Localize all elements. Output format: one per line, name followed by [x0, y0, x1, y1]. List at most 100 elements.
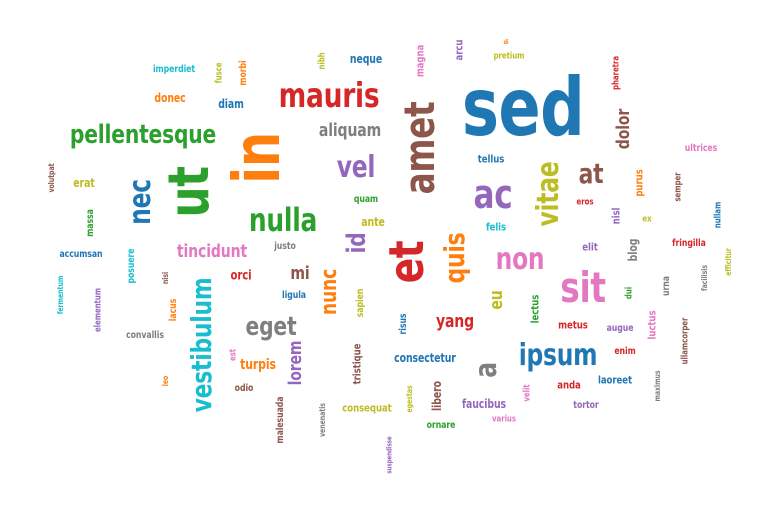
word-risus: risus: [398, 313, 409, 335]
word-erat: erat: [73, 176, 95, 190]
word-ornare: ornare: [426, 420, 456, 431]
word-varius: varius: [492, 414, 516, 425]
word-arcu: arcu: [452, 39, 466, 61]
word-eu: eu: [486, 290, 507, 310]
word-tincidunt: tincidunt: [176, 241, 248, 262]
word-ex: ex: [642, 214, 652, 225]
word-consectetur: consectetur: [394, 351, 456, 365]
word-luctus: luctus: [645, 310, 659, 340]
word-orci: orci: [230, 268, 252, 284]
word-sed: sed: [461, 61, 585, 154]
word-quam: quam: [353, 194, 379, 205]
word-lorem: lorem: [285, 340, 306, 386]
word-laoreet: laoreet: [597, 373, 633, 387]
word-posuere: posuere: [126, 248, 137, 284]
word-nulla: nulla: [248, 201, 318, 239]
word-a: a: [469, 362, 504, 378]
word-elit: elit: [582, 240, 598, 254]
word-lacus: lacus: [168, 298, 179, 322]
word-magna: magna: [413, 44, 427, 78]
word-dolor: dolor: [613, 108, 634, 150]
word-anda: anda: [557, 378, 581, 392]
word-at: at: [578, 157, 604, 190]
word-di: di: [503, 39, 509, 46]
word-tortor: tortor: [573, 400, 599, 411]
word-diam: diam: [218, 97, 244, 111]
word-ac: ac: [473, 172, 513, 218]
word-dui: dui: [624, 286, 635, 300]
word-fusce: fusce: [214, 62, 225, 84]
word-id: id: [342, 232, 372, 254]
word-semper: semper: [673, 172, 684, 202]
word-nisi: nisi: [161, 271, 170, 285]
word-odio: odio: [234, 383, 254, 394]
word-urna: urna: [661, 276, 672, 296]
word-libero: libero: [430, 381, 444, 411]
word-tellus: tellus: [477, 152, 505, 166]
word-morbi: morbi: [238, 60, 249, 86]
word-in: in: [221, 132, 295, 184]
word-mi: mi: [290, 263, 310, 284]
word-vel: vel: [336, 150, 376, 185]
word-massa: massa: [85, 209, 96, 237]
word-imperdiet: imperdiet: [152, 64, 196, 75]
word-nunc: nunc: [317, 268, 342, 316]
word-volutpat: volutpat: [47, 163, 56, 193]
word-convallis: convallis: [126, 330, 164, 341]
word-pharetra: pharetra: [611, 56, 622, 90]
word-blog: blog: [626, 238, 640, 262]
word-fringilla: fringilla: [672, 238, 706, 249]
word-facilisis: facilisis: [700, 264, 709, 292]
word-tristique: tristique: [350, 343, 364, 385]
word-et: et: [379, 240, 435, 284]
word-lectus: lectus: [528, 294, 542, 324]
word-suspendisse: suspendisse: [385, 436, 394, 474]
word-nisl: nisl: [609, 207, 623, 225]
word-eget: eget: [245, 312, 297, 342]
word-pretium: pretium: [493, 51, 525, 62]
word-justo: justo: [274, 241, 296, 252]
word-ipsum: ipsum: [518, 338, 598, 373]
word-ligula: ligula: [282, 290, 306, 301]
word-neque: neque: [349, 52, 383, 66]
word-nullam: nullam: [713, 201, 724, 229]
word-ullamcorper: ullamcorper: [680, 317, 691, 365]
word-pellentesque: pellentesque: [69, 120, 217, 150]
word-vitae: vitae: [531, 161, 566, 227]
word-felis: felis: [485, 220, 507, 234]
word-yang: yang: [435, 311, 475, 332]
word-efficitur: efficitur: [724, 248, 733, 276]
word-sapien: sapien: [355, 288, 366, 318]
word-venenatis: venenatis: [318, 403, 327, 437]
word-turpis: turpis: [240, 357, 276, 373]
word-eros: eros: [576, 197, 594, 208]
word-leo: leo: [161, 375, 170, 387]
word-faucibus: faucibus: [462, 397, 506, 411]
word-augue: augue: [606, 323, 634, 334]
word-nec: nec: [123, 179, 158, 225]
word-malesuada: malesuada: [275, 396, 286, 444]
word-metus: metus: [558, 318, 588, 332]
word-consequat: consequat: [342, 401, 392, 415]
word-velit: velit: [522, 384, 533, 402]
word-ante: ante: [361, 215, 385, 229]
word-sit: sit: [560, 263, 606, 312]
word-aliquam: aliquam: [318, 120, 382, 141]
word-vestibulum: vestibulum: [185, 277, 218, 413]
word-est: est: [228, 348, 239, 362]
word-nibh: nibh: [317, 52, 328, 70]
word-enim: enim: [614, 346, 636, 357]
word-amet: amet: [395, 101, 444, 195]
word-non: non: [495, 242, 545, 277]
word-mauris: mauris: [278, 76, 380, 116]
word-fermentum: fermentum: [56, 275, 65, 315]
word-elementum: elementum: [93, 287, 104, 333]
word-donec: donec: [154, 91, 186, 105]
word-egestas: egestas: [405, 385, 414, 413]
word-accumsan: accumsan: [59, 249, 103, 260]
word-quis: quis: [438, 232, 471, 284]
word-ut: ut: [157, 166, 222, 218]
word-purus: purus: [632, 169, 646, 197]
word-maximus: maximus: [653, 370, 662, 402]
